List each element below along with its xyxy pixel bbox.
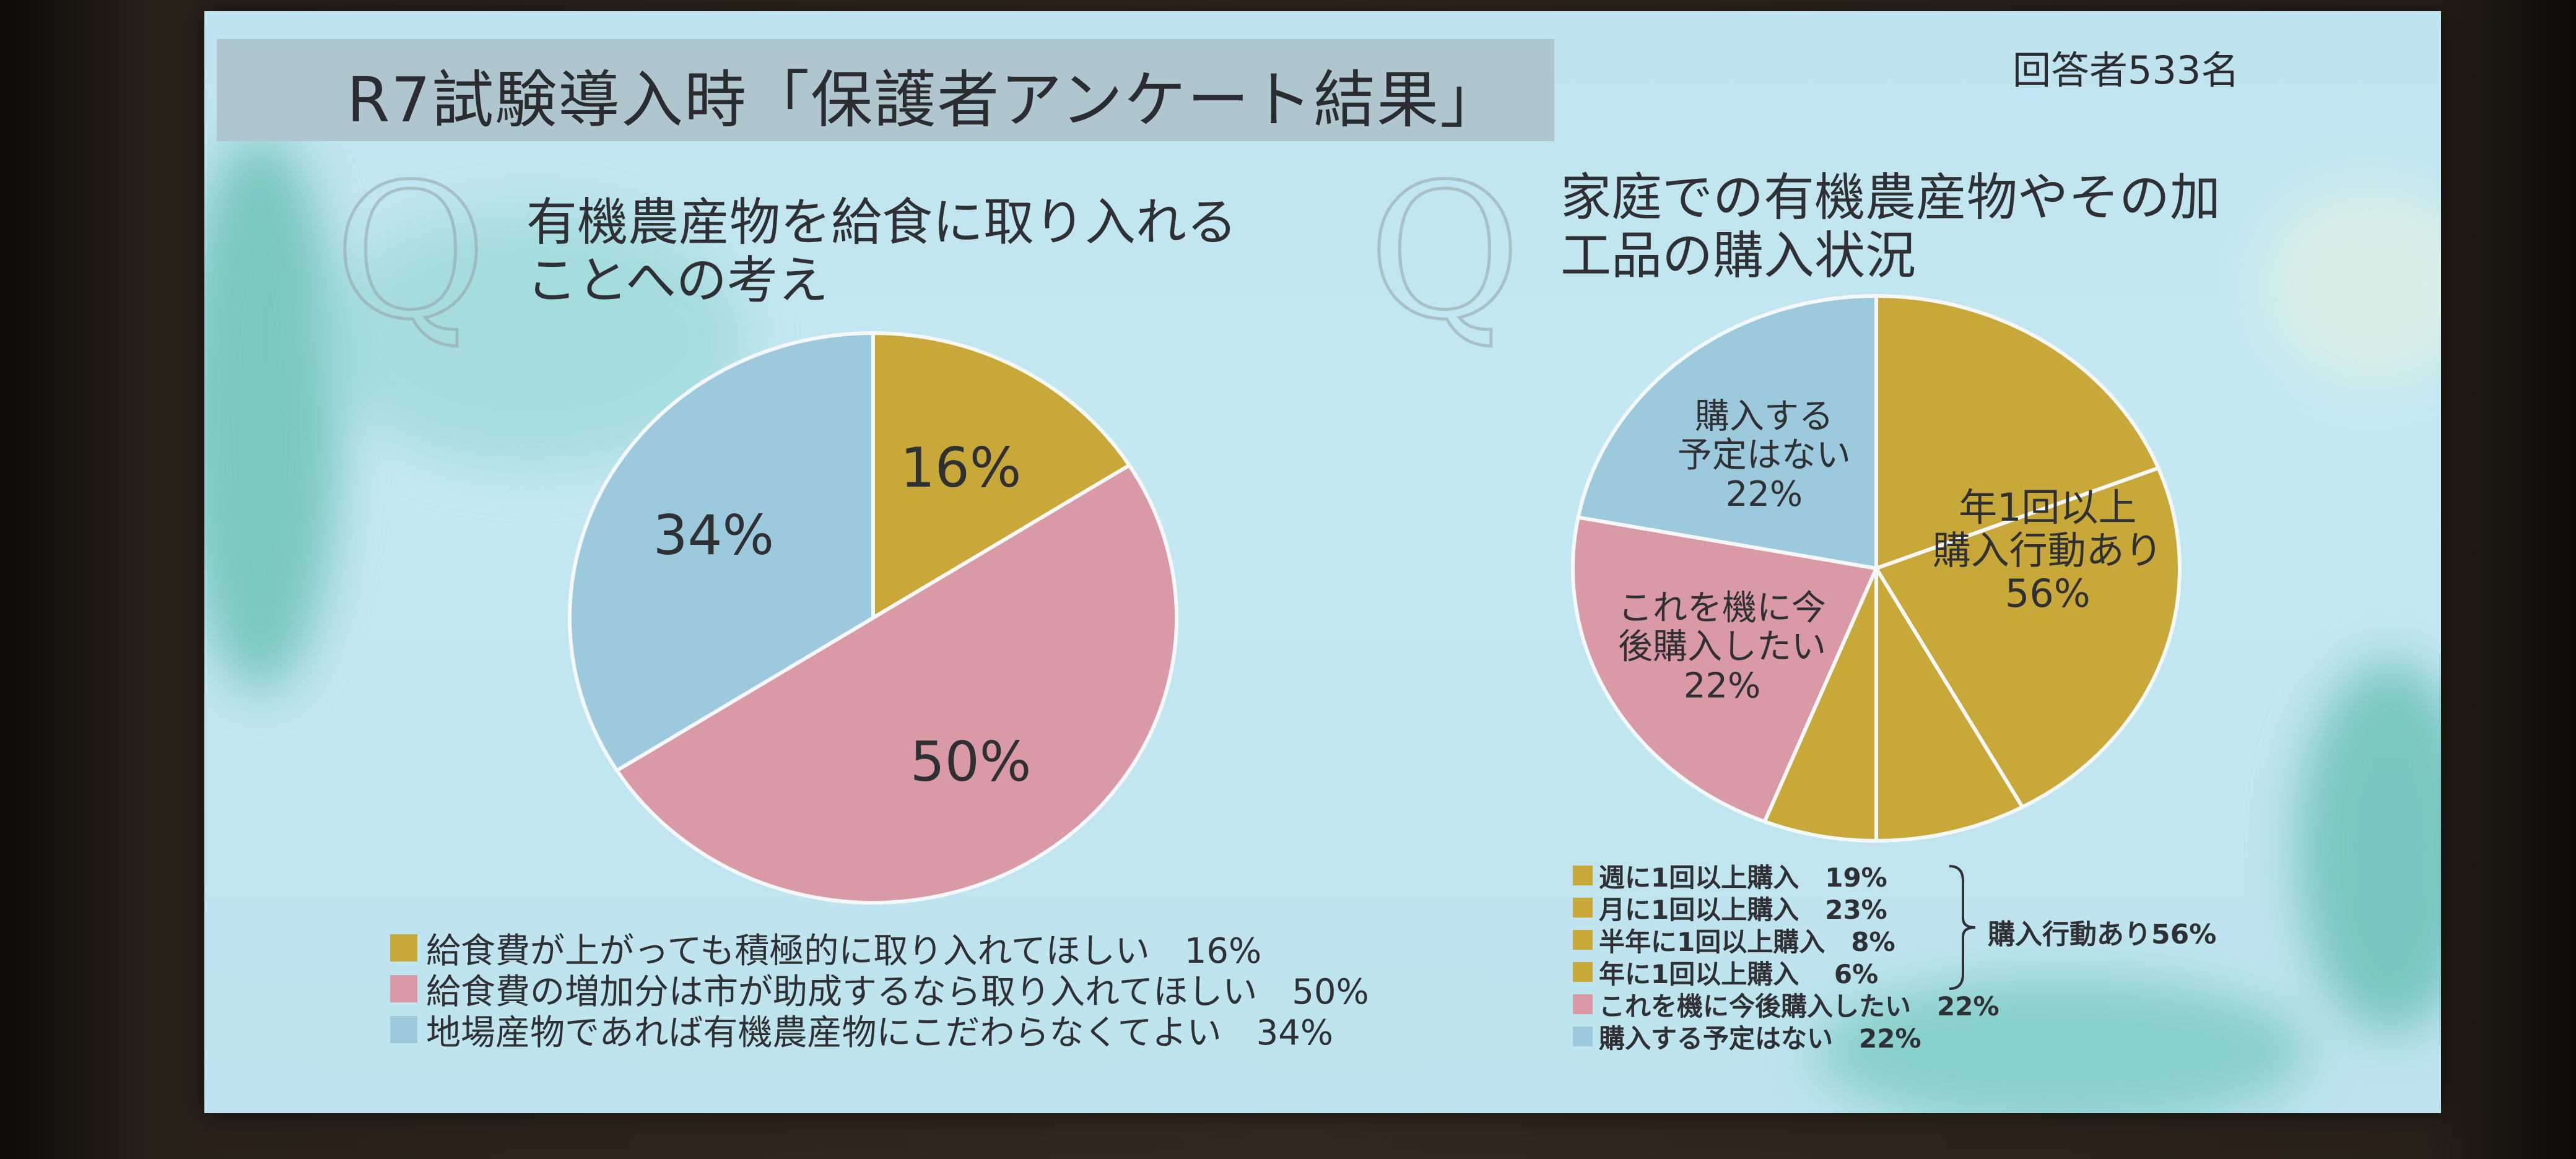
legend-swatch [1573,898,1593,918]
legend-left: 給食費が上がっても積極的に取り入れてほしい 16% 給食費の増加分は市が助成する… [390,927,1369,1053]
legend-swatch [1573,994,1593,1014]
pie-data-label: これを機に今後購入したい 22% [1618,588,1826,706]
pie-slice [871,331,1132,622]
question-left: 有機農産物を給食に取り入れる ことへの考え [526,193,1238,311]
legend-right: 週に1回以上購入 19% 月に1回以上購入 23% 半年に1回以上購入 8% 年… [1573,859,1999,1054]
legend-item: 給食費の増加分は市が助成するなら取り入れてほしい 50% [390,968,1369,1012]
pie-data-label: 購入する予定はない 22% [1677,396,1851,514]
legend-item: 地場産物であれば有機農産物にこだわらなくてよい 34% [390,1009,1369,1053]
watercolor-wash [1814,977,2310,1113]
pie-slice [568,331,875,773]
legend-label: 給食費の増加分は市が助成するなら取り入れてほしい 50% [426,971,1369,1012]
q-mark-icon: Q [1367,144,1523,360]
legend-item: 年に1回以上購入 6% [1573,956,1999,989]
question-right: 家庭での有機農産物やその加 工品の購入状況 [1560,168,2221,286]
legend-item: 週に1回以上購入 19% [1573,859,1999,893]
pie-slice [1762,567,1878,843]
bracket-icon [1949,865,1976,990]
legend-item: これを機に今後購入したい 22% [1573,988,1999,1022]
pie-data-label: 16% [900,436,1022,500]
legend-label: 給食費が上がっても積極的に取り入れてほしい 16% [426,931,1262,971]
legend-swatch [390,975,417,1002]
legend-item: 購入する予定はない 22% [1573,1020,1999,1054]
respondent-count: 回答者533名 [2012,48,2240,93]
pie-slice [1571,515,1879,824]
legend-swatch [1573,1027,1593,1046]
watercolor-wash [2260,184,2441,383]
pie-slice [1873,466,2182,810]
pie-data-label: 34% [653,503,775,567]
q-mark-icon: Q [333,144,489,360]
legend-item: 月に1回以上購入 23% [1573,892,1999,925]
slide: R7試験導入時「保護者アンケート結果」 回答者533名 Q 有機農産物を給食に取… [204,11,2441,1113]
pie-slice [1874,293,2161,571]
legend-swatch [1573,930,1593,950]
legend-item: 半年に1回以上購入 8% [1573,924,1999,957]
legend-swatch [390,1016,417,1043]
legend-label: これを機に今後購入したい 22% [1599,991,1999,1022]
legend-label: 週に1回以上購入 19% [1599,862,1887,893]
watercolor-wash [204,135,341,692]
legend-label: 月に1回以上購入 23% [1599,894,1887,925]
pie-slice [1874,562,2026,843]
legend-label: 年に1回以上購入 6% [1599,958,1879,989]
watercolor-wash [2297,661,2441,1033]
bracket-label: 購入行動あり56% [1988,919,2217,950]
slide-title: R7試験導入時「保護者アンケート結果」 [347,64,1503,136]
legend-swatch [1573,962,1593,982]
legend-label: 地場産物であれば有機農産物にこだわらなくてよい 34% [426,1012,1334,1053]
legend-item: 給食費が上がっても積極的に取り入れてほしい 16% [390,927,1369,971]
pie-chart-left: 16% 50% 34% [568,331,1178,905]
title-bar [217,39,1554,141]
legend-label: 半年に1回以上購入 8% [1599,926,1895,957]
pie-slice [1576,293,1878,571]
legend-label: 購入する予定はない 22% [1599,1023,1921,1054]
legend-swatch [1573,866,1593,885]
pie-data-label: 50% [910,730,1032,794]
pie-slice [614,462,1178,905]
legend-swatch [390,934,417,961]
pie-chart-right: 年1回以上購入行動あり 56% これを機に今後購入したい 22% 購入する予定はない 22… [1571,293,2182,843]
pie-data-label: 年1回以上購入行動あり 56% [1933,485,2163,616]
